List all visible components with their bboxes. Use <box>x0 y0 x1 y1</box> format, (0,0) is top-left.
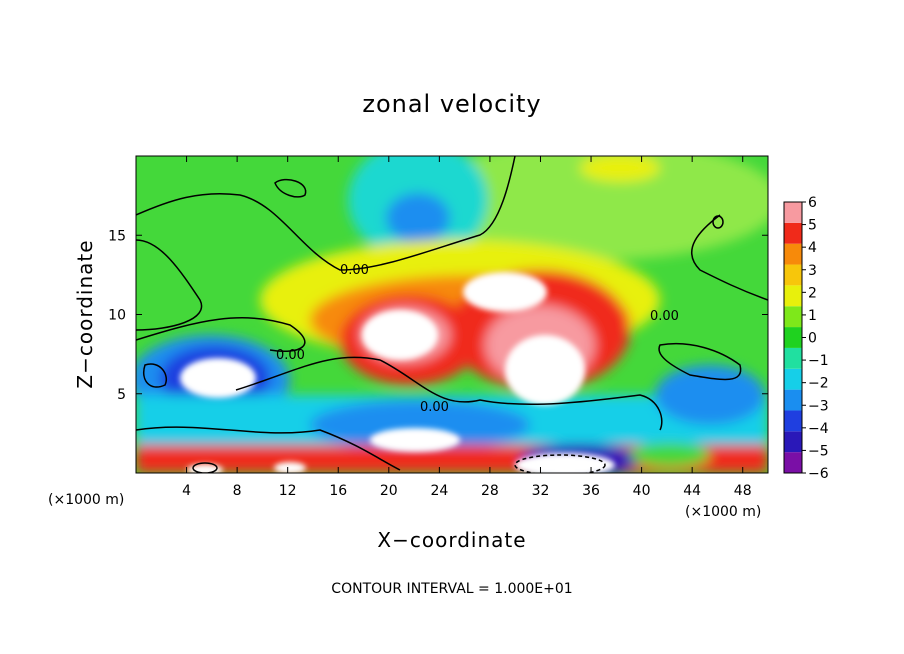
x-tick-label: 36 <box>582 483 600 499</box>
colorbar-label: 6 <box>808 195 817 211</box>
contour-top-island <box>274 178 307 198</box>
contour-label-4: 0.00 <box>650 309 679 324</box>
chart-title: zonal velocity <box>362 90 541 118</box>
x-tick-label: 32 <box>532 483 550 499</box>
region-blue-core <box>386 193 450 243</box>
colorbar-label: 3 <box>808 263 817 279</box>
x-unit-label-left: (×1000 m) <box>48 492 124 508</box>
colorbar-label: 5 <box>808 218 817 234</box>
contour-bottom-dashed <box>514 454 606 473</box>
zero-contours <box>136 156 768 473</box>
region-yellow-top <box>580 156 660 182</box>
x-tick-label: 16 <box>329 483 347 499</box>
contour-interval-note: CONTOUR INTERVAL = 1.000E+01 <box>331 581 572 597</box>
core-white-lower <box>370 428 460 452</box>
x-tick-label: 40 <box>633 483 651 499</box>
core-white-left <box>180 358 256 398</box>
colorbar-swatch <box>784 202 802 223</box>
colorbar-swatch <box>784 452 802 473</box>
contour-right-island <box>658 342 742 381</box>
contour-left-small <box>143 363 167 388</box>
colorbar-label: 2 <box>808 285 817 301</box>
x-tick-label: 20 <box>380 483 398 499</box>
x-unit-label-right: (×1000 m) <box>685 504 761 520</box>
colorbar-label: 1 <box>808 308 817 324</box>
colorbar-swatch <box>784 222 802 244</box>
region-right-blue <box>655 365 765 425</box>
colorbar-swatch <box>784 347 802 369</box>
colorbar-swatch <box>784 327 802 348</box>
colorbar-label: −6 <box>808 466 829 482</box>
contour-bottom <box>136 426 401 471</box>
contour-labels: 0.00 0.00 0.00 0.00 <box>276 263 679 415</box>
colorbar-label: −3 <box>808 398 829 414</box>
x-axis-title: X−coordinate <box>377 528 526 552</box>
x-tick-label: 4 <box>182 483 191 499</box>
colorbar-label: 4 <box>808 240 817 256</box>
core-white-small <box>274 462 306 473</box>
colorbar-swatch <box>784 264 802 286</box>
colorbar: −6 −5 −4 −3 −2 −1 0 1 2 3 4 5 6 <box>783 195 829 482</box>
x-tick-label: 48 <box>734 483 752 499</box>
colorbar-swatch <box>784 306 802 328</box>
heatmap-field: 0.00 0.00 0.00 0.00 <box>136 156 768 473</box>
contour-bottom-small <box>192 462 218 473</box>
colorbar-label: 0 <box>808 331 817 347</box>
contour-label-1: 0.00 <box>340 263 369 278</box>
contour-right <box>690 214 768 301</box>
x-tick-label: 12 <box>279 483 297 499</box>
contour-upper <box>136 156 516 271</box>
contour-center <box>235 356 663 431</box>
region-bottom-blue <box>310 400 530 450</box>
core-white-bottom-left <box>187 464 223 473</box>
colorbar-label: −5 <box>808 443 829 459</box>
y-axis-ticks: 5 10 15 <box>108 228 768 403</box>
x-tick-label: 28 <box>481 483 499 499</box>
colorbar-swatch <box>784 285 802 307</box>
contour-label-2: 0.00 <box>276 348 305 363</box>
x-axis-ticks: 4 8 12 16 20 24 28 32 36 40 44 48 <box>182 156 752 499</box>
y-tick-label: 5 <box>117 387 126 403</box>
contour-label-3: 0.00 <box>420 400 449 415</box>
colorbar-swatch <box>784 243 802 265</box>
colorbar-label: −1 <box>808 353 829 369</box>
core-white-center-left <box>362 310 438 360</box>
colorbar-swatch <box>784 368 802 390</box>
contour-left-loop <box>136 239 203 331</box>
x-tick-label: 8 <box>233 483 242 499</box>
core-white-upper-right <box>463 272 547 312</box>
colorbar-label: −4 <box>808 421 829 437</box>
region-upper-green <box>420 156 768 260</box>
contour-left-mid <box>136 317 306 352</box>
core-white-center-right <box>505 335 585 405</box>
colorbar-swatch <box>784 410 802 432</box>
contour-small-loop <box>712 215 724 229</box>
colorbar-swatch <box>784 389 802 411</box>
y-tick-label: 10 <box>108 308 126 324</box>
y-tick-label: 15 <box>108 228 126 244</box>
x-tick-label: 44 <box>683 483 701 499</box>
y-axis-title: Z−coordinate <box>73 239 97 388</box>
colorbar-label: −2 <box>808 376 829 392</box>
region-bottom-green <box>630 443 710 467</box>
x-tick-label: 24 <box>430 483 448 499</box>
colorbar-swatch <box>784 431 802 453</box>
